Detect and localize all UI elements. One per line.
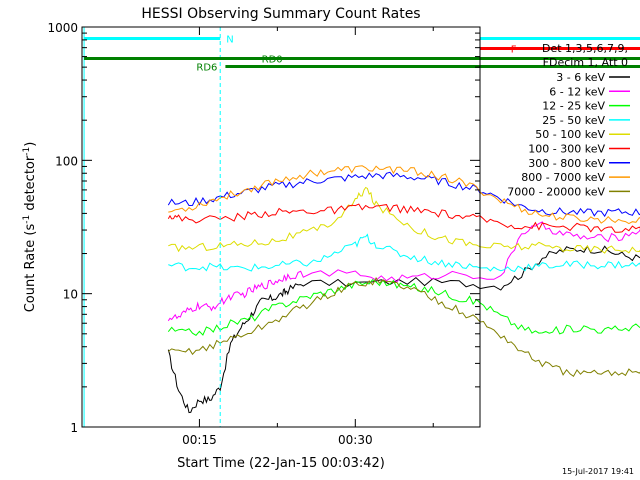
observing-flags: N F RD0 RD6 <box>84 34 640 74</box>
legend-label-3: 25 - 50 keV <box>542 114 605 127</box>
series-line-8 <box>168 277 640 378</box>
legend-header-line-1: Det 1,3,5,6,7,9, <box>542 42 628 55</box>
y-tick-label-1: 10 <box>63 288 78 302</box>
axes: 00:15 00:30 1 10 100 1000 <box>47 21 480 447</box>
x-tick-label-0: 00:15 <box>182 433 217 447</box>
legend-label-1: 6 - 12 keV <box>549 85 605 98</box>
series-line-4 <box>168 186 640 254</box>
y-tick-label-0: 1 <box>70 421 78 435</box>
legend-label-8: 7000 - 20000 keV <box>507 185 605 198</box>
legend-header-line-2: FDecim 1, Att 0 <box>543 56 628 69</box>
flag-label-rd6: RD6 <box>196 63 217 74</box>
series-line-7 <box>168 165 640 225</box>
legend-label-6: 300 - 800 keV <box>528 157 605 170</box>
y-axis-label-suffix: ) <box>23 142 38 147</box>
series-line-6 <box>167 171 640 218</box>
x-axis-label: Start Time (22-Jan-15 00:03:42) <box>177 456 385 471</box>
flag-label-n: N <box>226 34 233 45</box>
y-axis-label-sup: -1 <box>22 215 32 224</box>
legend-label-2: 12 - 25 keV <box>542 100 605 113</box>
plot-frame <box>81 26 481 428</box>
series-layer <box>167 165 640 414</box>
legend-label-5: 100 - 300 keV <box>528 143 605 156</box>
flag-label-f: F <box>511 44 517 55</box>
legend: Det 1,3,5,6,7,9, FDecim 1, Att 0 3 - 6 k… <box>507 42 630 198</box>
series-line-3 <box>168 233 640 273</box>
y-axis-label: Count Rate (s-1 detector-1) <box>22 142 38 313</box>
legend-label-7: 800 - 7000 keV <box>521 171 605 184</box>
y-axis-label-sup-2: -1 <box>22 147 32 156</box>
saa-vlines <box>83 27 221 427</box>
legend-label-4: 50 - 100 keV <box>535 128 605 141</box>
series-line-2 <box>167 278 640 336</box>
y-axis-label-mid: detector <box>23 155 38 215</box>
footer-timestamp: 15-Jul-2017 19:41 <box>562 467 634 476</box>
y-tick-label-3: 1000 <box>47 21 78 35</box>
chart-title: HESSI Observing Summary Count Rates <box>141 6 420 22</box>
legend-label-0: 3 - 6 keV <box>556 71 605 84</box>
x-tick-label-2: 00:30 <box>338 433 373 447</box>
series-line-1 <box>167 221 640 322</box>
series-line-5 <box>167 203 640 233</box>
series-line-0 <box>167 245 640 414</box>
y-axis-label-prefix: Count Rate (s <box>23 224 38 313</box>
y-tick-label-2: 100 <box>55 154 78 168</box>
flag-label-rd0: RD0 <box>262 55 283 66</box>
